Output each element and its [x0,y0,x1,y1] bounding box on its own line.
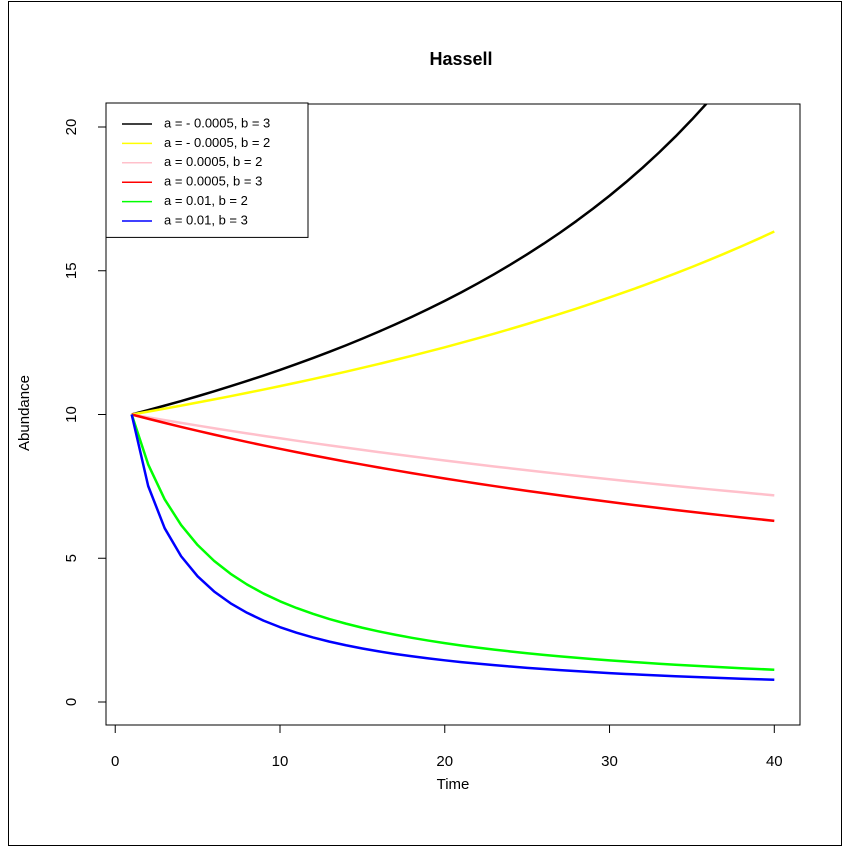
series-line [131,413,775,523]
legend-label: a = - 0.0005, b = 3 [164,115,270,130]
x-tick-label: 10 [272,753,289,770]
series-line [131,230,775,416]
frame [8,1,842,846]
y-tick-label: 10 [63,406,80,423]
y-tick-label: 15 [63,262,80,279]
series-line [131,104,708,416]
legend-label: a = - 0.0005, b = 2 [164,135,270,150]
x-tick-label: 20 [436,753,453,770]
y-axis-label: Abundance [16,375,33,451]
legend-label: a = 0.01, b = 2 [164,193,248,208]
legend-label: a = 0.0005, b = 3 [164,174,262,189]
y-tick-label: 0 [63,698,80,706]
x-axis-label: Time [437,776,470,793]
x-tick-label: 30 [601,753,618,770]
legend-label: a = 0.0005, b = 2 [164,154,262,169]
lines [130,104,775,682]
y-tick-label: 20 [63,119,80,136]
y-tick-label: 5 [63,554,80,562]
legend-label: a = 0.01, b = 3 [164,212,248,227]
x-tick-label: 0 [111,753,119,770]
series-line [130,414,775,682]
series-line [130,414,775,671]
x-tick-label: 40 [766,753,783,770]
chart-title: Hassell [429,49,492,69]
legend-box [105,102,309,238]
series-line [131,413,775,497]
